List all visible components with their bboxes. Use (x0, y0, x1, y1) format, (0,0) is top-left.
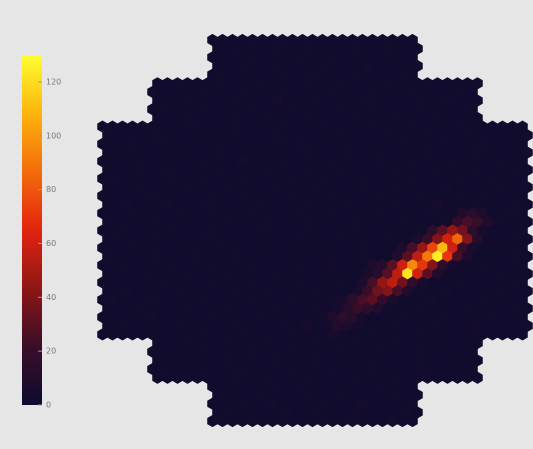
colorbar (22, 55, 42, 405)
colorbar-label: 40 (46, 293, 56, 302)
colorbar-label: 20 (46, 347, 56, 356)
page: {"chart_data": {"type": "hexmap", "zlim"… (0, 0, 533, 449)
colorbar-label: 80 (46, 185, 56, 194)
colorbar-label: 60 (46, 239, 56, 248)
colorbar-label: 100 (46, 131, 61, 140)
chart: 0 20 40 60 80 100 120 (0, 0, 533, 449)
colorbar-label: 0 (46, 401, 51, 410)
colorbar-label: 120 (46, 77, 61, 86)
